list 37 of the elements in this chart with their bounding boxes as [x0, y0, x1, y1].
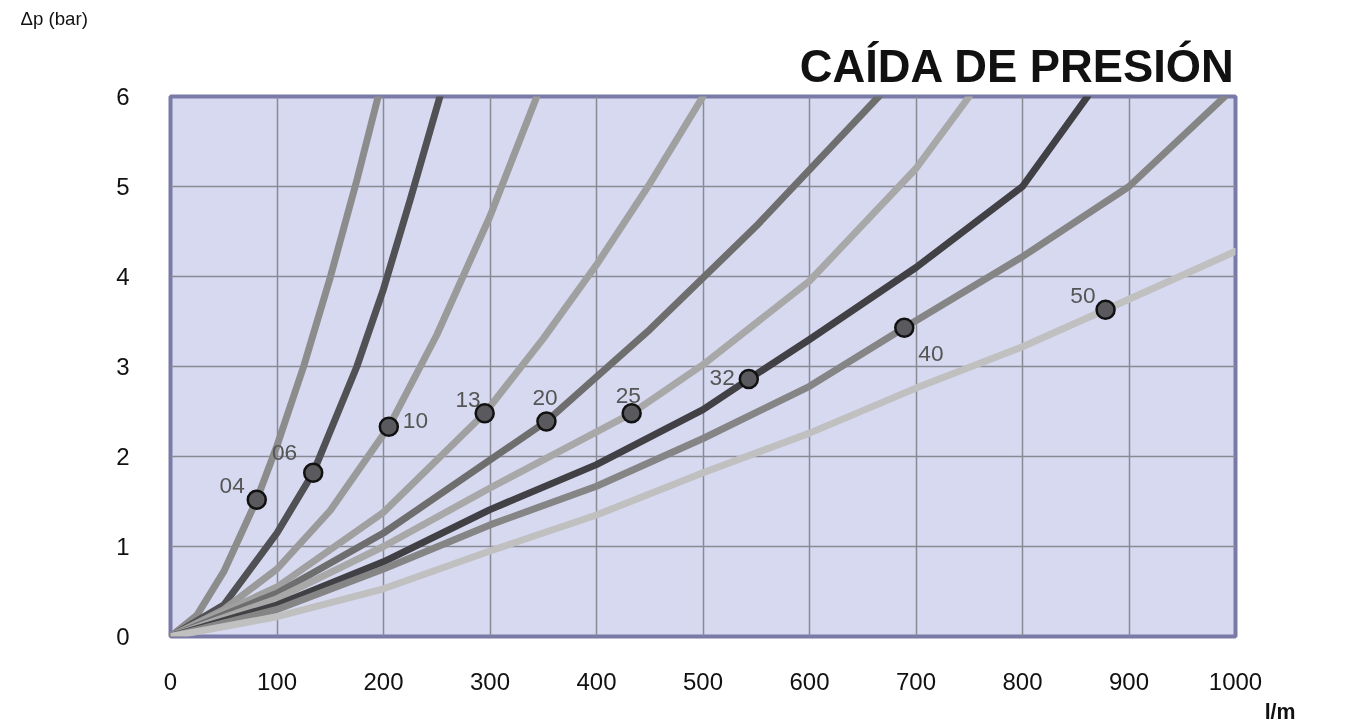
point: [246, 489, 268, 510]
point: [621, 403, 642, 424]
x-tick-label: 300: [469, 667, 511, 695]
x-tick-label: 400: [576, 667, 617, 695]
annotation: 10: [402, 407, 429, 434]
x-tick-label: 200: [363, 667, 404, 695]
y-tick-label: 4: [116, 263, 130, 290]
x-tick-label: 0: [163, 667, 178, 695]
point: [536, 411, 557, 432]
annotation: 20: [532, 383, 558, 410]
annotation: 32: [709, 363, 735, 390]
point: [894, 317, 915, 339]
annotation: 04: [219, 472, 245, 499]
y-tick-label: 1: [116, 533, 130, 560]
x-tick-label: 800: [1002, 667, 1043, 695]
y-axis-title: Δp (bar): [20, 7, 88, 29]
x-axis-title: l/m: [1264, 699, 1296, 724]
y-tick-label: 5: [116, 173, 130, 200]
x-tick-label: 1000: [1208, 667, 1263, 695]
x-tick-label: 700: [895, 667, 937, 695]
annotation: 13: [455, 385, 481, 412]
annotation: 40: [918, 340, 944, 367]
annotation: 50: [1070, 282, 1096, 309]
x-tick-label: 100: [256, 667, 298, 695]
y-tick-label: 6: [116, 83, 130, 110]
annotation: 25: [615, 381, 641, 408]
point: [302, 462, 324, 483]
y-tick-label: 0: [116, 623, 130, 650]
point: [378, 416, 400, 438]
x-tick-label: 600: [789, 667, 830, 695]
point: [1095, 299, 1116, 321]
x-tick-label: 900: [1108, 667, 1150, 695]
y-tick-label: 3: [116, 353, 130, 380]
x-tick-label: 500: [682, 667, 724, 695]
point: [738, 368, 760, 390]
y-tick-label: 2: [116, 443, 130, 470]
chart-title: CAÍDA DE PRESIÓN: [799, 39, 1234, 92]
